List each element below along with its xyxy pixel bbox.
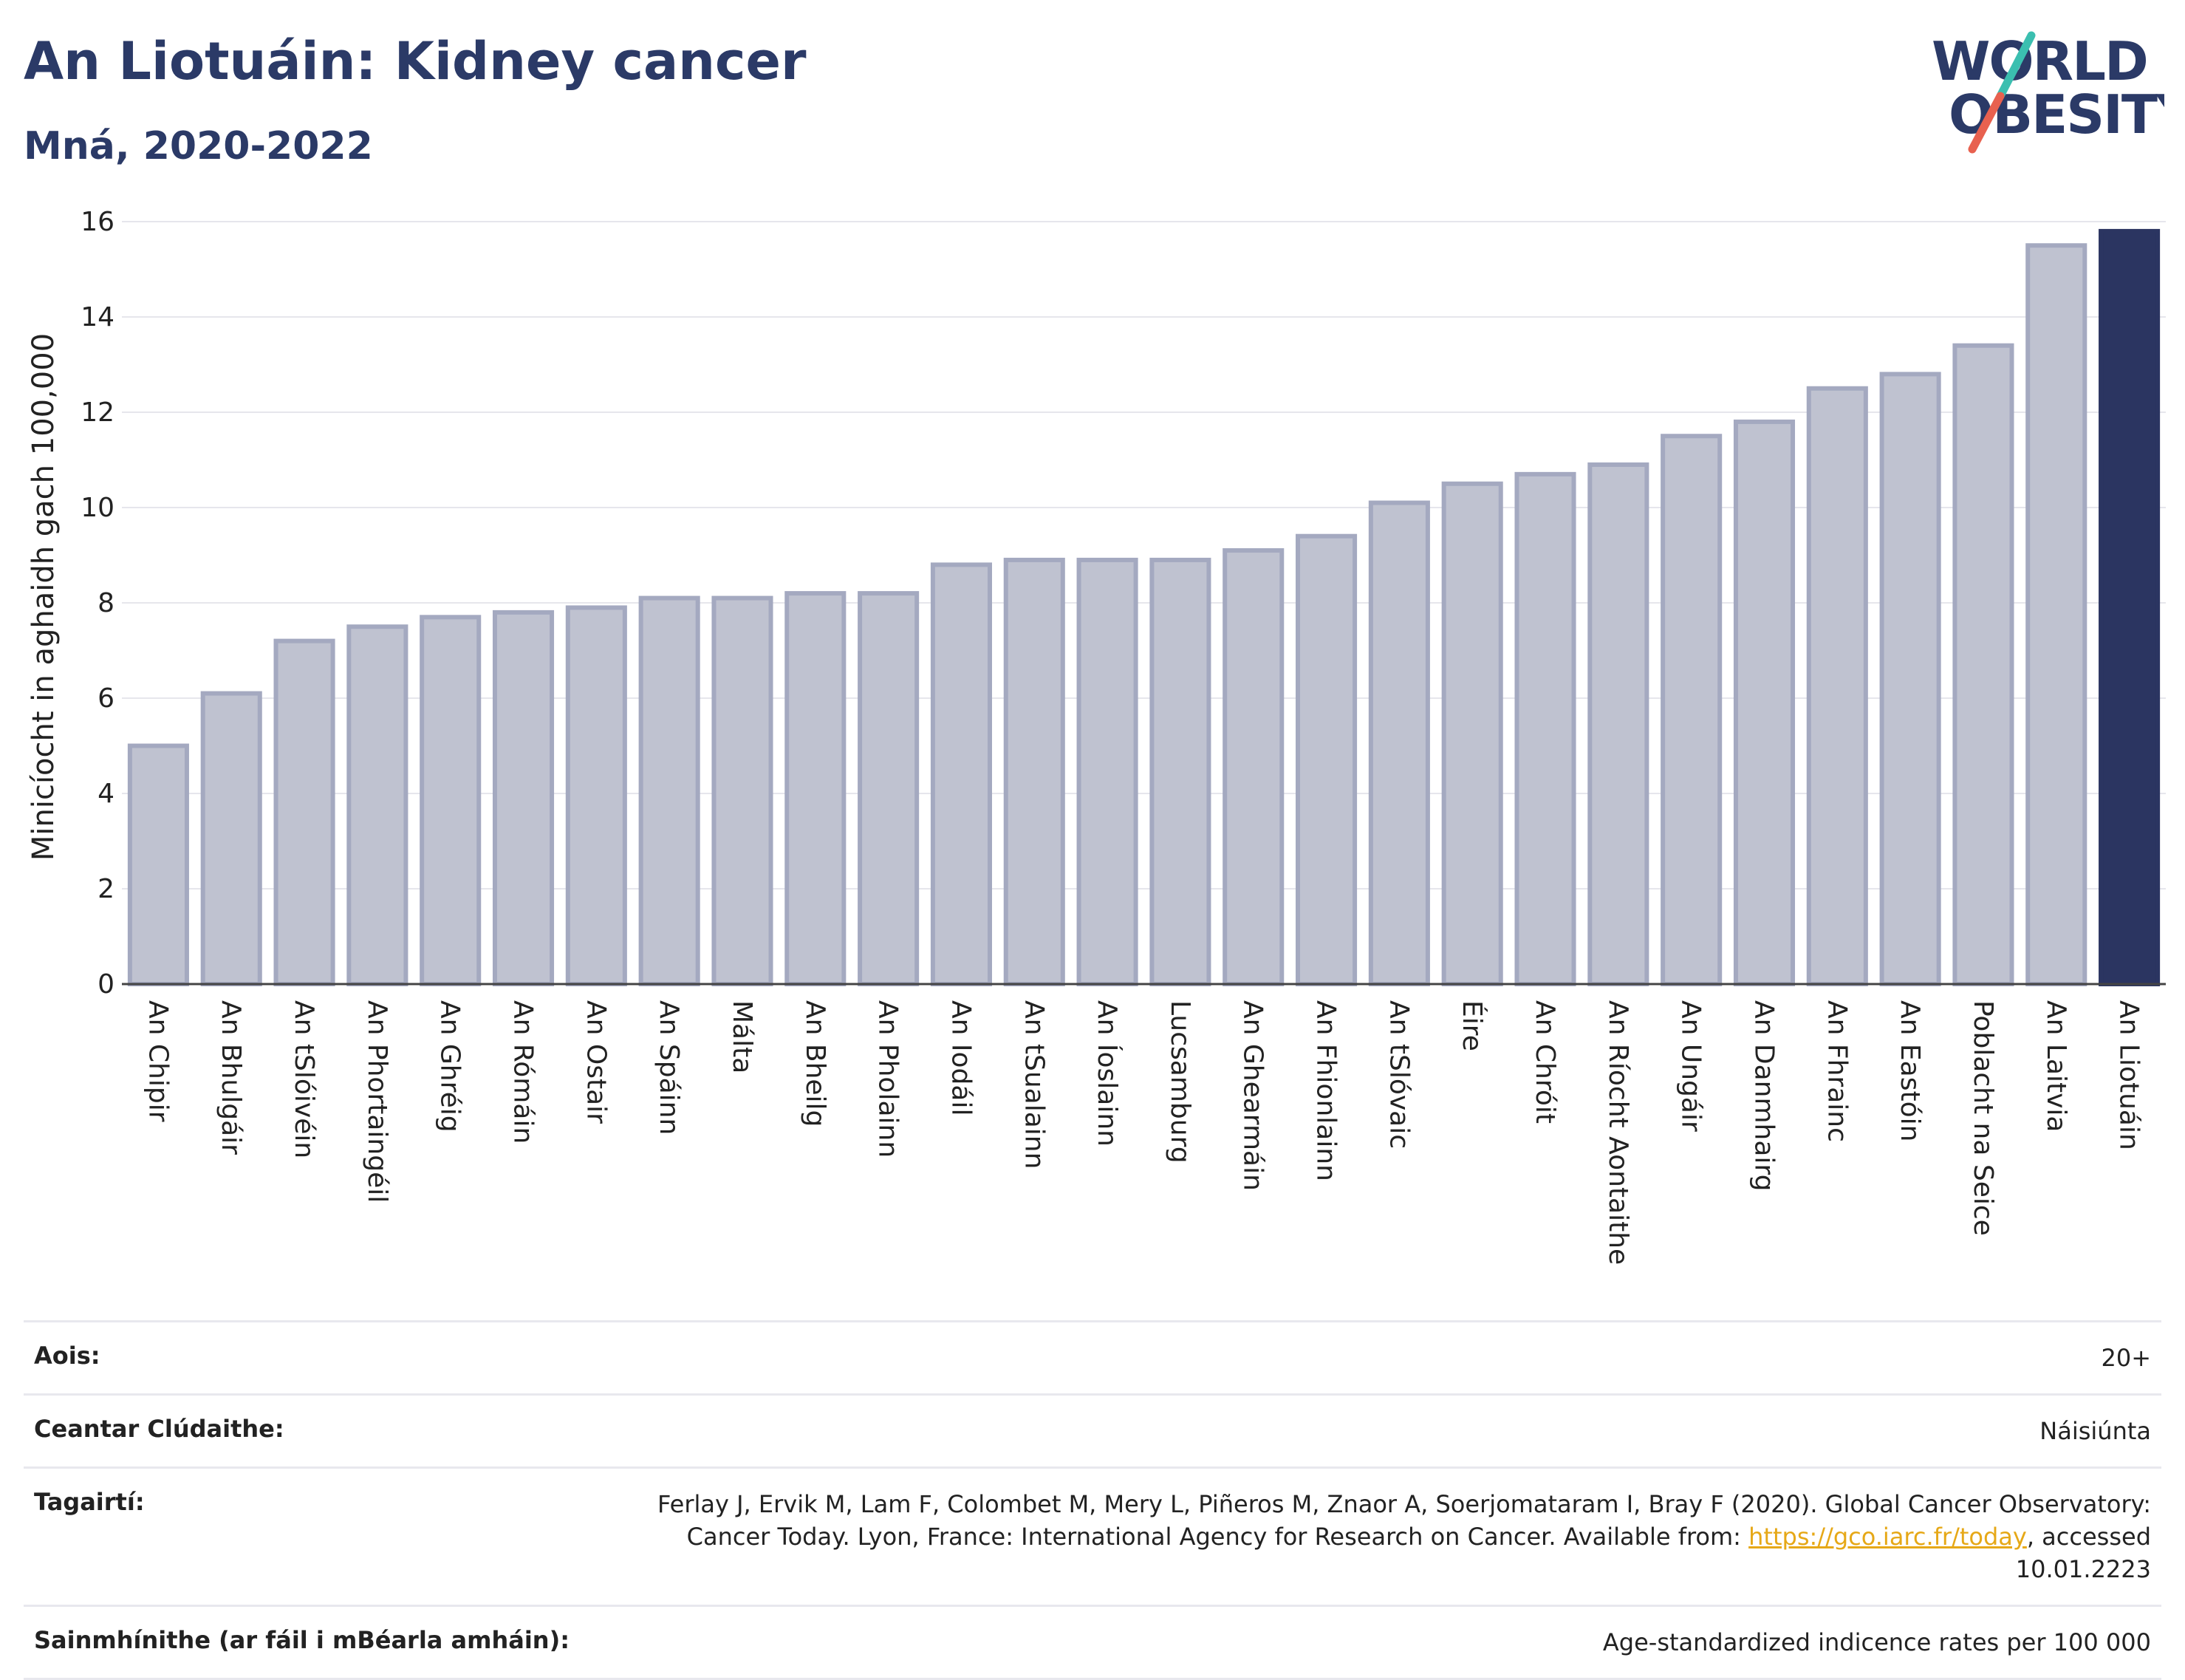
bar-highlight bbox=[2099, 228, 2161, 986]
bar bbox=[638, 595, 700, 986]
x-category-label: An Pholainn bbox=[873, 1000, 903, 1158]
info-label-coverage: Ceantar Clúdaithe: bbox=[34, 1415, 284, 1443]
y-tick-label: 8 bbox=[98, 588, 114, 618]
bar bbox=[1879, 372, 1941, 986]
y-tick-label: 10 bbox=[81, 493, 114, 523]
info-value-age: 20+ bbox=[2101, 1344, 2151, 1372]
x-category-label: An Phortaingéil bbox=[362, 1000, 392, 1203]
bar bbox=[492, 609, 555, 987]
x-category-label: An Laitvia bbox=[2041, 1000, 2071, 1133]
bar bbox=[1223, 548, 1285, 986]
logo-line-world: WORLD bbox=[1932, 30, 2147, 92]
x-category-label: An tSlóivéin bbox=[289, 1000, 319, 1158]
y-tick-label: 2 bbox=[98, 874, 114, 904]
bar bbox=[858, 591, 920, 986]
x-category-label: An Fhionlainn bbox=[1311, 1000, 1341, 1181]
bar bbox=[711, 595, 773, 986]
x-category-label: An tSlóvaic bbox=[1384, 1000, 1414, 1149]
chart-subtitle: Mná, 2020-2022 bbox=[24, 124, 373, 168]
x-category-label: An Ríocht Aontaithe bbox=[1603, 1000, 1633, 1265]
info-row-age: Aois: 20+ bbox=[24, 1320, 2161, 1393]
x-category-label: An tSualainn bbox=[1019, 1000, 1049, 1169]
x-category-label: Málta bbox=[727, 1000, 757, 1073]
x-category-label: An Liotuáin bbox=[2114, 1000, 2144, 1150]
x-category-label: An Rómáin bbox=[508, 1000, 538, 1144]
y-tick-label: 14 bbox=[81, 302, 114, 332]
y-tick-label: 4 bbox=[98, 779, 114, 809]
bar bbox=[273, 638, 335, 986]
logo-line-obesity: OBESITY bbox=[1949, 83, 2164, 146]
bar bbox=[784, 591, 847, 986]
x-category-label: An Iodáil bbox=[946, 1000, 976, 1116]
info-row-references: Tagairtí: Ferlay J, Ervik M, Lam F, Colo… bbox=[24, 1466, 2161, 1605]
info-value-references: Ferlay J, Ervik M, Lam F, Colombet M, Me… bbox=[600, 1488, 2151, 1585]
bar bbox=[346, 624, 408, 986]
logo-slash-bottom bbox=[1968, 92, 2005, 154]
bar-chart: 0 2 4 6 8 10 12 14 16 An Chipir An Bhulgáir An tSl… bbox=[27, 207, 2166, 1265]
bar bbox=[1441, 481, 1503, 986]
x-category-label: An Danmhairg bbox=[1748, 1000, 1779, 1191]
bar bbox=[565, 605, 627, 986]
bar bbox=[1661, 434, 1723, 986]
x-category-label: Poblacht na Seice bbox=[1968, 1000, 1998, 1236]
x-category-label: Éire bbox=[1457, 1000, 1488, 1051]
bar bbox=[420, 615, 482, 986]
bar bbox=[1076, 557, 1138, 986]
bar bbox=[1514, 471, 1576, 987]
bar bbox=[1806, 386, 1868, 986]
x-category-label: An Íoslainn bbox=[1092, 1000, 1123, 1147]
x-category-labels: An Chipir An Bhulgáir An tSlóivéin An Phort… bbox=[143, 1000, 2144, 1265]
info-value-coverage: Náisiúnta bbox=[2039, 1417, 2151, 1445]
y-tick-label: 16 bbox=[81, 207, 114, 237]
y-tick-labels: 0 2 4 6 8 10 12 14 16 bbox=[81, 207, 114, 1000]
x-category-label: An Bhulgáir bbox=[216, 1000, 246, 1155]
chart-title: An Liotuáin: Kidney cancer bbox=[24, 31, 807, 92]
info-row-definitions: Sainmhínithe (ar fáil i mBéarla amháin):… bbox=[24, 1605, 2161, 1680]
bar bbox=[930, 562, 992, 986]
x-category-label: An Bheilg bbox=[800, 1000, 830, 1127]
info-label-definitions: Sainmhínithe (ar fáil i mBéarla amháin): bbox=[34, 1626, 570, 1654]
info-label-age: Aois: bbox=[34, 1342, 100, 1370]
x-category-label: An Ostair bbox=[581, 1000, 611, 1124]
logo-slash-top bbox=[1996, 31, 2036, 100]
bar bbox=[1587, 462, 1649, 986]
bar bbox=[1296, 533, 1358, 986]
bar bbox=[200, 691, 262, 986]
x-category-label: An Eastóin bbox=[1895, 1000, 1925, 1141]
bars bbox=[127, 228, 2161, 987]
x-category-label: An Chróit bbox=[1530, 1000, 1560, 1124]
info-value-definitions: Age-standardized indicence rates per 100… bbox=[1602, 1628, 2151, 1656]
bar bbox=[127, 743, 189, 986]
bar bbox=[1003, 557, 1065, 986]
bar bbox=[1952, 343, 2014, 986]
x-category-label: An Chipir bbox=[143, 1000, 173, 1122]
bar bbox=[1368, 500, 1430, 986]
world-obesity-logo: WORLD OBESITY bbox=[1932, 30, 2164, 154]
info-label-references: Tagairtí: bbox=[34, 1488, 145, 1516]
reference-accessed: , accessed 10.01.2223 bbox=[2015, 1523, 2151, 1583]
bar bbox=[2025, 243, 2087, 986]
x-category-label: An Ungáir bbox=[1676, 1000, 1706, 1132]
y-tick-label: 6 bbox=[98, 683, 114, 714]
y-tick-label: 12 bbox=[81, 397, 114, 428]
info-table: Aois: 20+ Ceantar Clúdaithe: Náisiúnta T… bbox=[24, 1320, 2161, 1680]
x-category-label: An Spáinn bbox=[654, 1000, 684, 1135]
x-category-label: An Ghearmáin bbox=[1238, 1000, 1268, 1191]
bar bbox=[1149, 557, 1211, 986]
reference-text: Ferlay J, Ervik M, Lam F, Colombet M, Me… bbox=[657, 1490, 2151, 1551]
reference-link[interactable]: https://gco.iarc.fr/today bbox=[1748, 1523, 2027, 1551]
x-category-label: An Fhrainc bbox=[1822, 1000, 1852, 1142]
info-row-coverage: Ceantar Clúdaithe: Náisiúnta bbox=[24, 1393, 2161, 1466]
bar bbox=[1733, 419, 1796, 986]
x-category-label: An Ghréig bbox=[435, 1000, 465, 1133]
y-tick-label: 0 bbox=[98, 969, 114, 1000]
x-category-label: Lucsamburg bbox=[1165, 1000, 1195, 1164]
y-axis-title: Minicíocht in aghaidh gach 100,000 bbox=[27, 333, 61, 861]
